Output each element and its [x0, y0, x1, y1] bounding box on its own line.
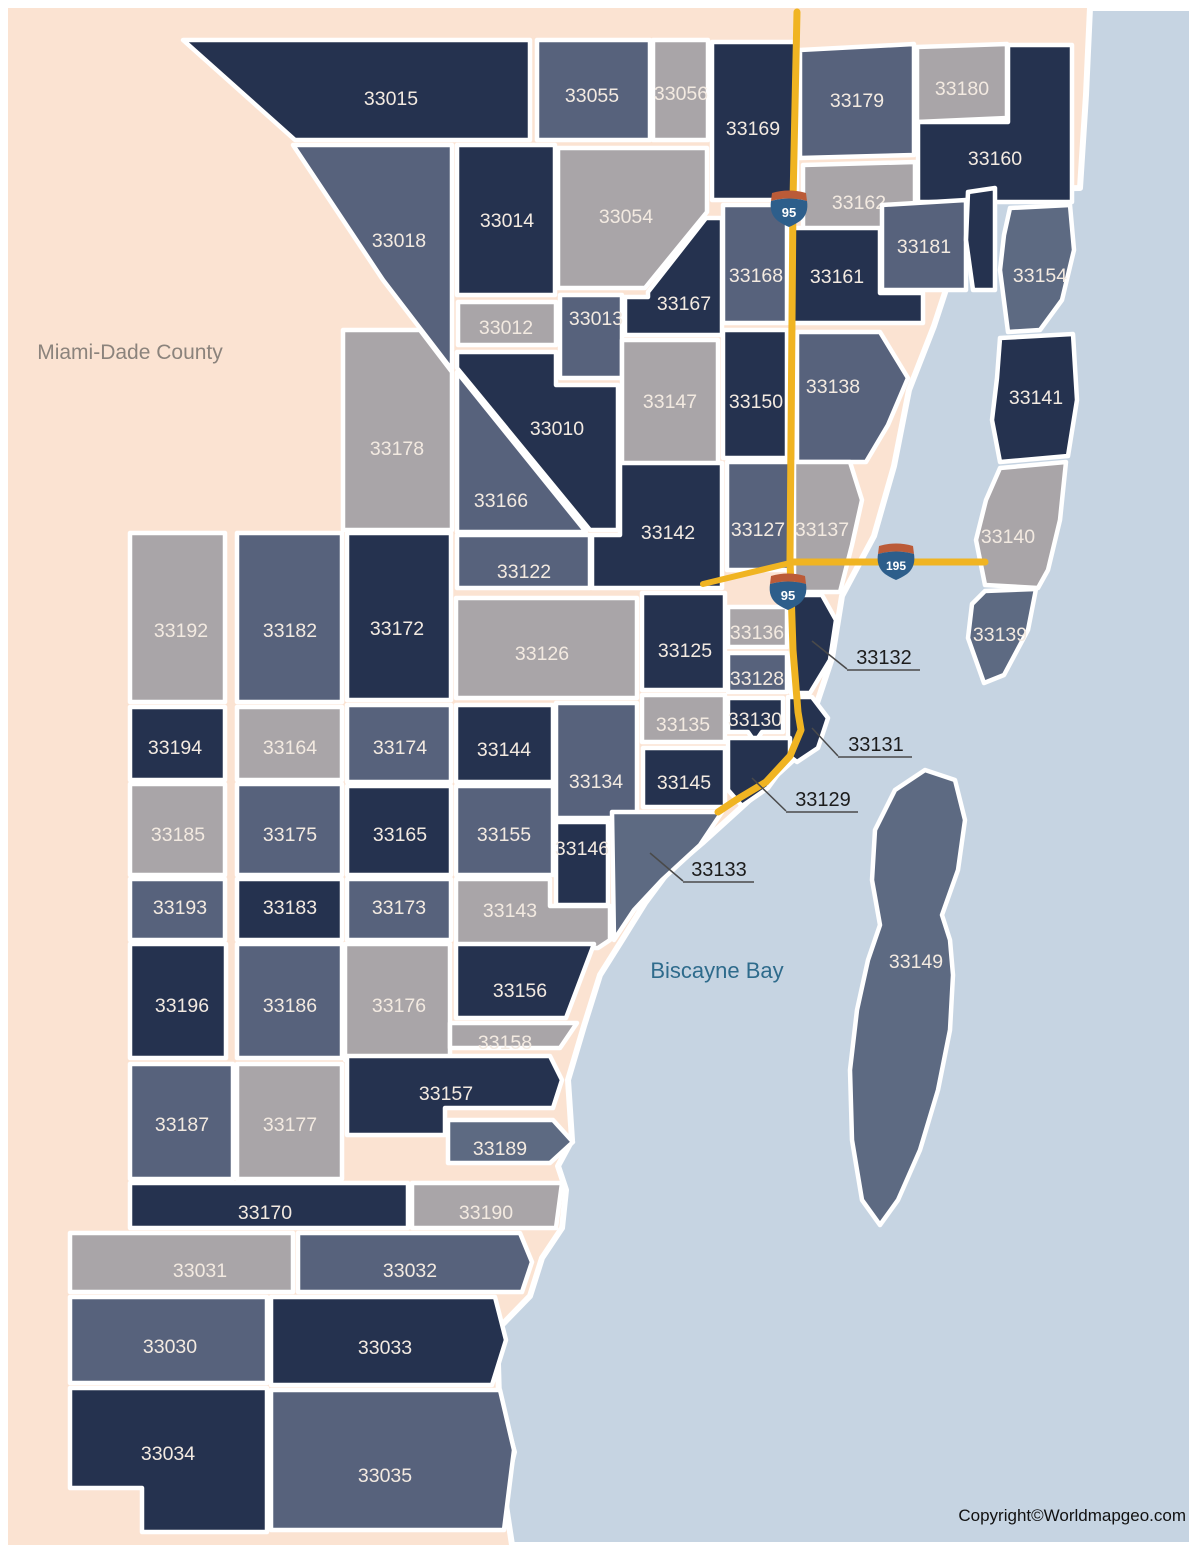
- svg-text:195: 195: [886, 559, 906, 573]
- region-33145: [640, 745, 728, 810]
- region-33173: [344, 876, 454, 943]
- region-33179: [797, 41, 917, 161]
- callout-label-33129: 33129: [795, 789, 851, 811]
- region-33129: [725, 735, 793, 809]
- region-33156: [453, 941, 597, 1021]
- region-33125: [639, 590, 728, 693]
- region-33165: [344, 783, 454, 878]
- region-33144: [453, 702, 556, 785]
- region-33169: [709, 39, 800, 203]
- region-33185: [127, 781, 228, 878]
- region-33030: [67, 1294, 270, 1386]
- region-33155: [453, 783, 556, 878]
- region-33187: [127, 1061, 236, 1182]
- region-33033: [268, 1294, 509, 1388]
- callout-label-33133: 33133: [691, 859, 747, 881]
- region-33180: [914, 41, 1010, 125]
- region-33158: [447, 1020, 580, 1051]
- region-33175: [234, 781, 345, 878]
- region-33034: [67, 1385, 270, 1535]
- region-33150: [720, 327, 790, 461]
- region-33176: [342, 941, 453, 1063]
- svg-text:95: 95: [782, 205, 796, 220]
- callout-33133: 33133: [649, 852, 754, 883]
- region-33178: [340, 327, 455, 533]
- region-33146: [553, 819, 611, 908]
- region-33182: [234, 530, 345, 705]
- region-33054: [555, 145, 710, 291]
- county-label: Miami-Dade County: [37, 341, 223, 364]
- region-coastal-strip: [963, 185, 998, 293]
- region-33122: [454, 532, 593, 591]
- region-33196: [127, 941, 229, 1061]
- region-33181: [879, 197, 969, 293]
- interstate-95-shield-icon: 95: [769, 573, 807, 610]
- callout-33129: 33129: [751, 777, 858, 813]
- region-33190: [409, 1180, 565, 1231]
- region-33015: [180, 37, 533, 143]
- region-33183: [234, 876, 345, 943]
- region-33126: [453, 595, 640, 701]
- region-33177: [234, 1061, 345, 1182]
- highway-i-95: [714, 8, 805, 816]
- callout-label-33132: 33132: [856, 647, 912, 669]
- callout-33132: 33132: [811, 640, 920, 671]
- region-33189: [445, 1117, 576, 1166]
- region-33010: [454, 349, 621, 533]
- region-33141: [989, 331, 1080, 465]
- interstate-95-shield-icon: 95: [770, 190, 808, 227]
- region-33193: [127, 876, 228, 943]
- svg-text:95: 95: [781, 588, 795, 603]
- highway-shields-layer: 95 95 195: [769, 190, 915, 610]
- region-33014: [454, 142, 558, 298]
- region-33056: [650, 37, 711, 143]
- region-33147: [619, 337, 721, 471]
- region-33166: [454, 369, 589, 535]
- region-33172: [344, 530, 454, 703]
- region-33134: [553, 700, 640, 821]
- region-33012: [455, 299, 559, 348]
- region-33035: [268, 1387, 517, 1533]
- region-33168: [720, 202, 790, 326]
- region-33136: [725, 604, 790, 650]
- region-33132: [788, 592, 839, 696]
- region-33157: [344, 1053, 565, 1138]
- region-33055: [534, 37, 653, 143]
- region-33194: [127, 704, 228, 783]
- region-33149: [847, 767, 968, 1228]
- region-33154: [997, 202, 1077, 335]
- highway-i-95-spur: [700, 560, 793, 587]
- region-33139: [965, 586, 1039, 686]
- region-33192: [127, 530, 228, 705]
- callout-33131: 33131: [811, 727, 912, 758]
- callout-label-33131: 33131: [848, 734, 904, 756]
- region-33170: [127, 1180, 411, 1231]
- bay-label: Biscayne Bay: [650, 958, 783, 983]
- region-33032: [295, 1230, 535, 1295]
- region-33135: [639, 692, 728, 745]
- region-33164: [234, 704, 345, 783]
- region-33031: [67, 1230, 296, 1295]
- region-33186: [234, 941, 345, 1061]
- callout-labels-layer: 33132 33131 33129 33133: [649, 640, 920, 883]
- region-33128: [725, 650, 790, 695]
- region-33167: [622, 215, 725, 338]
- copyright-label: Copyright©Worldmapgeo.com: [958, 1506, 1186, 1525]
- region-33013: [557, 292, 625, 381]
- region-33127: [724, 459, 793, 573]
- interstate-195-shield-icon: 195: [877, 543, 915, 580]
- region-33174: [344, 702, 454, 785]
